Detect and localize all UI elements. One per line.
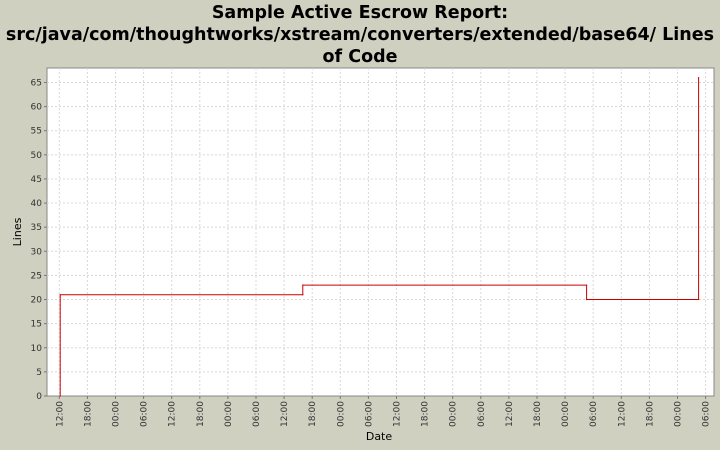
data-point bbox=[302, 294, 304, 296]
data-point bbox=[59, 395, 61, 397]
data-point bbox=[59, 294, 61, 296]
y-tick-label: 40 bbox=[31, 199, 43, 209]
x-tick-label: 12:00 bbox=[55, 401, 65, 427]
y-axis: 0 5 10 15 20 25 30 35 40 45 50 55 60 65 bbox=[31, 78, 47, 402]
grid bbox=[47, 68, 714, 396]
x-tick-label: 18:00 bbox=[308, 401, 318, 427]
data-point bbox=[586, 284, 588, 286]
x-tick-label: 00:00 bbox=[561, 401, 571, 427]
data-point bbox=[698, 77, 700, 79]
x-tick-label: 06:00 bbox=[702, 401, 712, 427]
y-tick-label: 0 bbox=[36, 392, 42, 402]
chart-title-line-1: Sample Active Escrow Report: bbox=[211, 3, 509, 23]
x-tick-label: 18:00 bbox=[533, 401, 543, 427]
y-tick-label: 35 bbox=[31, 223, 42, 233]
x-tick-label: 12:00 bbox=[280, 401, 290, 427]
x-tick-label: 12:00 bbox=[393, 401, 403, 427]
chart-title-line-3: of Code bbox=[322, 47, 398, 67]
x-tick-label: 12:00 bbox=[617, 401, 627, 427]
data-point bbox=[302, 284, 304, 286]
y-tick-label: 45 bbox=[31, 175, 42, 185]
x-axis-label: Date bbox=[366, 430, 393, 443]
series-group bbox=[59, 77, 700, 397]
x-axis: 12:00 18:00 00:00 06:00 12:00 18:00 00:00 06:00… bbox=[55, 396, 712, 427]
y-tick-label: 20 bbox=[31, 296, 43, 306]
y-axis-label: Lines bbox=[11, 217, 24, 246]
x-tick-label: 18:00 bbox=[421, 401, 431, 427]
y-tick-label: 65 bbox=[31, 78, 42, 88]
x-tick-label: 06:00 bbox=[252, 401, 262, 427]
y-tick-label: 50 bbox=[31, 151, 43, 161]
y-tick-label: 10 bbox=[31, 344, 43, 354]
chart-title-line-2: src/java/com/thoughtworks/xstream/conver… bbox=[5, 25, 715, 45]
data-point bbox=[586, 298, 588, 301]
x-tick-label: 18:00 bbox=[83, 401, 93, 427]
series-line bbox=[59, 77, 700, 396]
x-tick-label: 06:00 bbox=[140, 401, 150, 427]
y-tick-label: 15 bbox=[31, 320, 42, 330]
x-tick-label: 06:00 bbox=[364, 401, 374, 427]
y-tick-label: 30 bbox=[31, 247, 43, 257]
y-tick-label: 5 bbox=[36, 368, 42, 378]
y-tick-label: 55 bbox=[31, 127, 42, 137]
x-tick-label: 00:00 bbox=[112, 401, 122, 427]
x-tick-label: 06:00 bbox=[589, 401, 599, 427]
x-tick-label: 00:00 bbox=[449, 401, 459, 427]
x-tick-label: 06:00 bbox=[477, 401, 487, 427]
x-tick-label: 18:00 bbox=[645, 401, 655, 427]
data-point bbox=[698, 298, 700, 301]
x-tick-label: 00:00 bbox=[336, 401, 346, 427]
x-tick-label: 12:00 bbox=[168, 401, 178, 427]
plot-area bbox=[46, 67, 715, 397]
x-tick-label: 00:00 bbox=[224, 401, 234, 427]
y-tick-label: 60 bbox=[31, 103, 43, 113]
chart-title: Sample Active Escrow Report: src/java/co… bbox=[0, 2, 720, 68]
x-tick-label: 12:00 bbox=[505, 401, 515, 427]
y-tick-label: 25 bbox=[31, 271, 42, 281]
x-tick-label: 00:00 bbox=[674, 401, 684, 427]
x-tick-label: 18:00 bbox=[196, 401, 206, 427]
